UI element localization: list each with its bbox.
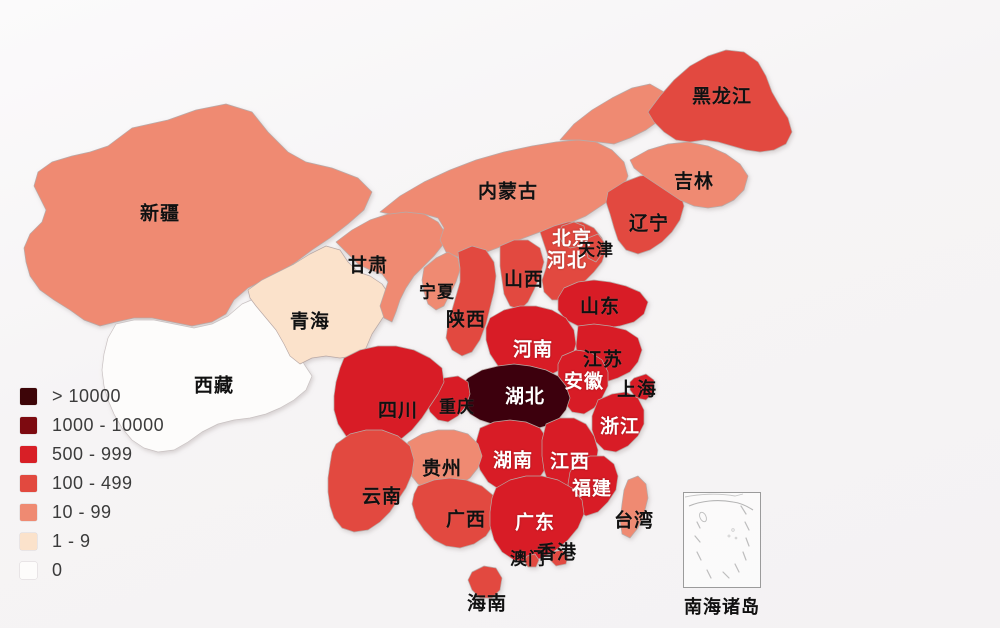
province-shaanxi[interactable] (445, 245, 497, 357)
province-label-海南[interactable]: 海南 (466, 593, 508, 615)
province-label-辽宁[interactable]: 辽宁 (628, 213, 670, 235)
province-tianjin[interactable] (585, 233, 605, 263)
province-label-贵州[interactable]: 贵州 (421, 458, 463, 480)
province-beijing[interactable] (557, 221, 587, 249)
province-label-河南[interactable]: 河南 (512, 339, 554, 361)
legend-label: 500 - 999 (52, 444, 133, 464)
province-label-台湾[interactable]: 台湾 (613, 510, 655, 532)
legend-row: 500 - 999 (20, 440, 200, 469)
legend-row: 10 - 99 (20, 498, 200, 527)
legend-row: 100 - 499 (20, 469, 200, 498)
province-label-甘肃[interactable]: 甘肃 (347, 255, 389, 277)
province-shanghai[interactable] (629, 373, 655, 401)
legend-swatch (20, 475, 37, 492)
legend-swatch (20, 446, 37, 463)
legend: > 10000 1000 - 10000 500 - 999 100 - 499 10 … (20, 382, 200, 585)
province-label-陕西[interactable]: 陕西 (445, 309, 487, 331)
legend-swatch (20, 417, 37, 434)
province-label-青海[interactable]: 青海 (289, 311, 331, 333)
legend-label: 0 (52, 560, 63, 580)
province-sichuan[interactable] (333, 345, 445, 449)
legend-label: 1 - 9 (52, 531, 91, 551)
province-shanxi[interactable] (499, 239, 545, 311)
inset-caption: 南海诸岛 (684, 597, 760, 617)
province-label-云南[interactable]: 云南 (361, 486, 403, 508)
nine-dash-line-map (684, 493, 754, 579)
legend-row: 0 (20, 556, 200, 585)
province-label-安徽[interactable]: 安徽 (563, 371, 605, 393)
province-label-上海[interactable]: 上海 (616, 379, 658, 401)
province-xizang[interactable] (101, 297, 313, 453)
province-label-西藏[interactable]: 西藏 (193, 375, 235, 397)
legend-label: > 10000 (52, 386, 122, 406)
province-label-宁夏[interactable]: 宁夏 (419, 282, 455, 302)
province-qinghai[interactable] (247, 245, 391, 365)
province-label-山西[interactable]: 山西 (503, 269, 545, 291)
province-label-浙江[interactable]: 浙江 (599, 416, 641, 438)
province-label-江西[interactable]: 江西 (549, 451, 591, 473)
province-label-广西[interactable]: 广西 (445, 509, 487, 531)
south-china-sea-inset: 南海诸岛 (683, 492, 761, 617)
province-aomen[interactable] (523, 553, 540, 568)
province-label-重庆[interactable]: 重庆 (439, 397, 475, 417)
province-guangxi[interactable] (411, 477, 499, 549)
legend-label: 1000 - 10000 (52, 415, 165, 435)
province-heilongjiang[interactable] (647, 49, 793, 153)
province-yunnan[interactable] (327, 429, 415, 533)
province-label-黑龙江[interactable]: 黑龙江 (691, 86, 753, 108)
legend-label: 100 - 499 (52, 473, 133, 493)
legend-swatch (20, 504, 37, 521)
province-label-内蒙古[interactable]: 内蒙古 (477, 181, 539, 203)
province-label-香港[interactable]: 香港 (536, 542, 578, 564)
province-label-广东[interactable]: 广东 (514, 512, 556, 534)
legend-row: 1000 - 10000 (20, 411, 200, 440)
province-xinjiang[interactable] (23, 103, 373, 327)
legend-swatch (20, 562, 37, 579)
province-label-新疆[interactable]: 新疆 (139, 203, 181, 225)
province-label-湖北[interactable]: 湖北 (504, 386, 546, 408)
province-label-北京[interactable]: 北京 (551, 228, 593, 250)
legend-swatch (20, 533, 37, 550)
legend-swatch (20, 388, 37, 405)
province-taiwan[interactable] (619, 475, 649, 539)
province-label-四川[interactable]: 四川 (377, 400, 419, 422)
province-label-湖南[interactable]: 湖南 (492, 450, 534, 472)
province-label-天津[interactable]: 天津 (578, 240, 614, 260)
province-label-吉林[interactable]: 吉林 (673, 171, 715, 193)
legend-label: 10 - 99 (52, 502, 112, 522)
legend-row: > 10000 (20, 382, 200, 411)
inset-frame (683, 492, 761, 588)
province-xianggang[interactable] (549, 549, 569, 567)
province-label-福建[interactable]: 福建 (571, 478, 613, 500)
province-label-河北[interactable]: 河北 (546, 250, 588, 272)
province-label-江苏[interactable]: 江苏 (582, 349, 624, 371)
province-ningxia[interactable] (421, 251, 461, 311)
province-label-山东[interactable]: 山东 (579, 296, 621, 318)
legend-row: 1 - 9 (20, 527, 200, 556)
province-zhejiang[interactable] (591, 391, 645, 453)
province-hainan[interactable] (467, 565, 503, 599)
province-label-澳门[interactable]: 澳门 (510, 549, 546, 569)
province-guangdong[interactable] (489, 475, 585, 563)
